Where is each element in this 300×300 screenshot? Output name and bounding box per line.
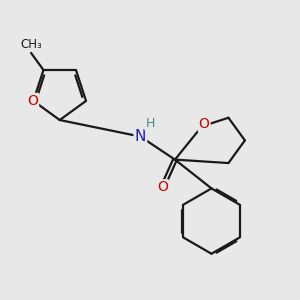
Text: O: O (199, 117, 209, 131)
Text: CH₃: CH₃ (20, 38, 42, 51)
Text: O: O (157, 180, 168, 194)
Text: O: O (27, 94, 38, 108)
Text: H: H (145, 117, 155, 130)
Text: N: N (135, 129, 146, 144)
